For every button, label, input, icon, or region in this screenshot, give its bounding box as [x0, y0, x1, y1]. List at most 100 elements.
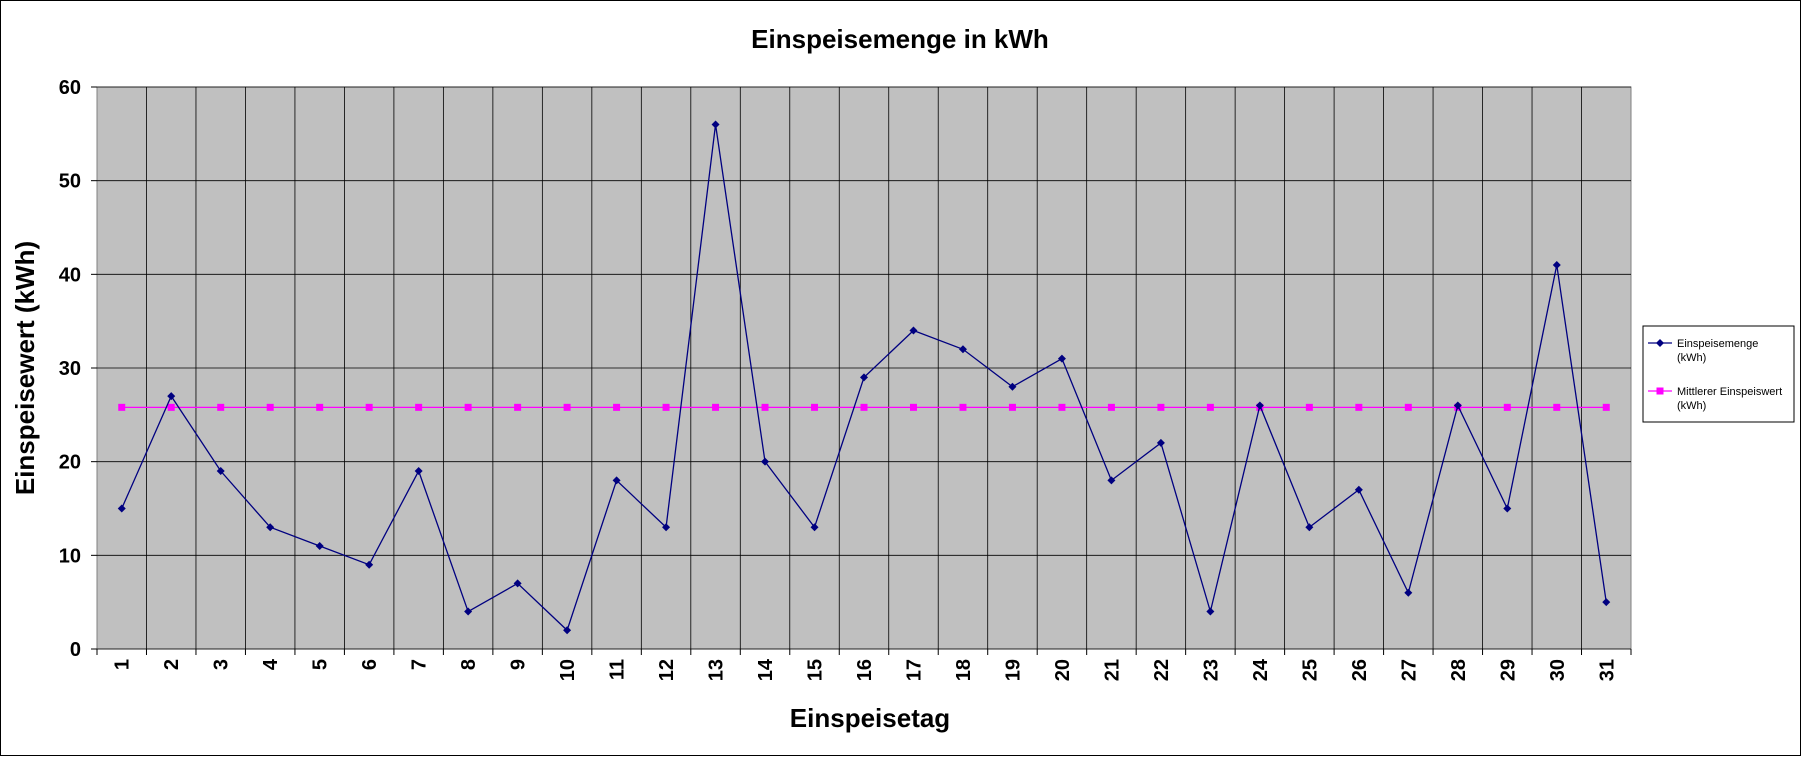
- x-tick-label: 19: [1002, 659, 1024, 681]
- gridlines: [97, 86, 1631, 650]
- x-tick-label: 22: [1151, 659, 1173, 681]
- data-point-marker: [1057, 354, 1066, 363]
- data-point-marker: [117, 504, 126, 513]
- data-point-marker: [662, 403, 670, 411]
- data-point-marker: [1206, 403, 1214, 411]
- x-tick-label: 18: [953, 659, 975, 681]
- data-point-marker: [613, 403, 621, 411]
- data-point-marker: [464, 403, 472, 411]
- data-point-marker: [1404, 403, 1412, 411]
- series-layer: [117, 120, 1611, 635]
- data-point-marker: [464, 607, 473, 616]
- data-point-marker: [1602, 598, 1611, 607]
- x-tick-label: 17: [903, 659, 925, 681]
- data-point-marker: [711, 120, 720, 129]
- x-tick-label: 29: [1497, 659, 1519, 681]
- data-point-marker: [761, 403, 769, 411]
- legend-swatch-marker: [1656, 387, 1664, 395]
- data-point-marker: [662, 523, 671, 532]
- data-point-marker: [1008, 382, 1017, 391]
- y-tick-label: 40: [59, 264, 81, 286]
- y-tick-label: 10: [59, 545, 81, 567]
- y-tick-label: 50: [59, 171, 81, 193]
- data-point-marker: [365, 403, 373, 411]
- x-axis-ticks: 1 2 3 4 5 6 7 8 9 10 11 12 13 14 15 16 17 18 19 20 21 22 23 24 2…: [96, 649, 1632, 681]
- data-point-marker: [1107, 476, 1116, 485]
- x-tick-label: 24: [1250, 658, 1272, 681]
- data-point-marker: [1305, 403, 1313, 411]
- chart-title: Einspeisemenge in kWh: [751, 24, 1049, 54]
- data-point-marker: [612, 476, 621, 485]
- data-point-marker: [563, 403, 571, 411]
- y-tick-label: 60: [59, 77, 81, 99]
- data-point-marker: [1404, 588, 1413, 597]
- legend-label: (kWh): [1677, 400, 1706, 412]
- x-tick-label: 21: [1101, 659, 1123, 681]
- x-tick-label: 6: [359, 659, 381, 670]
- x-tick-label: 3: [211, 659, 233, 670]
- x-axis-title: Einspeisetag: [790, 703, 950, 733]
- data-point-marker: [909, 403, 917, 411]
- x-tick-label: 1: [112, 659, 134, 670]
- data-point-marker: [167, 403, 175, 411]
- y-tick-label: 20: [59, 452, 81, 474]
- data-point-marker: [811, 403, 819, 411]
- data-point-marker: [1354, 485, 1363, 494]
- data-point-marker: [1157, 403, 1165, 411]
- x-tick-label: 2: [161, 659, 183, 670]
- legend-swatch-marker: [1656, 339, 1664, 347]
- legend-entry: Mittlerer Einspeiswert (kWh): [1648, 386, 1782, 412]
- legend-label: (kWh): [1677, 352, 1706, 364]
- x-tick-label: 5: [310, 659, 332, 670]
- data-point-marker: [563, 626, 572, 635]
- x-tick-label: 30: [1547, 659, 1569, 681]
- x-tick-label: 31: [1596, 659, 1618, 681]
- x-tick-label: 14: [755, 658, 777, 681]
- data-point-marker: [514, 403, 522, 411]
- data-point-marker: [1602, 403, 1610, 411]
- data-point-marker: [958, 345, 967, 354]
- data-point-marker: [1008, 403, 1016, 411]
- legend-box: [1642, 325, 1795, 423]
- data-point-marker: [1107, 403, 1115, 411]
- x-tick-label: 8: [458, 659, 480, 670]
- x-tick-label: 15: [805, 659, 827, 681]
- data-point-marker: [315, 541, 324, 550]
- data-point-marker: [1552, 260, 1561, 269]
- data-point-marker: [1058, 403, 1066, 411]
- x-tick-label: 25: [1299, 659, 1321, 681]
- x-tick-label: 20: [1052, 659, 1074, 681]
- data-point-marker: [118, 403, 126, 411]
- y-tick-label: 0: [70, 639, 81, 661]
- x-tick-label: 10: [557, 659, 579, 681]
- x-tick-label: 16: [854, 659, 876, 681]
- x-tick-label: 28: [1448, 659, 1470, 681]
- data-point-marker: [1503, 504, 1512, 513]
- data-point-marker: [266, 523, 275, 532]
- data-point-marker: [316, 403, 324, 411]
- x-tick-label: 13: [706, 659, 728, 681]
- data-point-marker: [959, 403, 967, 411]
- data-point-marker: [761, 457, 770, 466]
- x-tick-label: 4: [260, 658, 282, 670]
- legend-entry: Einspeisemenge (kWh): [1648, 338, 1758, 364]
- data-point-marker: [860, 403, 868, 411]
- data-point-marker: [216, 467, 225, 476]
- x-tick-label: 11: [607, 659, 629, 680]
- x-tick-label: 7: [409, 659, 431, 670]
- x-tick-label: 12: [656, 659, 678, 681]
- data-point-marker: [1453, 401, 1462, 410]
- x-tick-label: 9: [508, 659, 530, 670]
- data-point-marker: [1255, 401, 1264, 410]
- data-point-marker: [1206, 607, 1215, 616]
- series-1: [117, 120, 1611, 635]
- data-point-marker: [1156, 438, 1165, 447]
- data-point-marker: [1305, 523, 1314, 532]
- legend-label: Einspeisemenge: [1677, 338, 1758, 350]
- legend: Einspeisemenge(kWh)Mittlerer Einspeiswer…: [1642, 325, 1795, 423]
- data-point-marker: [513, 579, 522, 588]
- data-point-marker: [810, 523, 819, 532]
- data-point-marker: [217, 403, 225, 411]
- y-axis-title: Einspeisewert (kWh): [10, 241, 40, 495]
